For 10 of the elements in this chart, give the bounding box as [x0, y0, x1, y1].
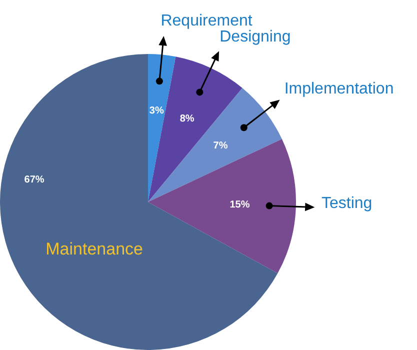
slice-label: Designing — [220, 28, 291, 46]
data-label: 15% — [230, 200, 250, 211]
data-label: 67% — [24, 174, 44, 186]
data-label: 3% — [149, 105, 164, 116]
slice-label: Testing — [322, 194, 372, 212]
slice-label: Implementation — [284, 80, 394, 98]
data-label: 8% — [180, 114, 194, 125]
slice-label: Requirement — [160, 12, 253, 30]
data-label: 7% — [213, 140, 228, 152]
slice-label: Maintenance — [46, 239, 143, 258]
